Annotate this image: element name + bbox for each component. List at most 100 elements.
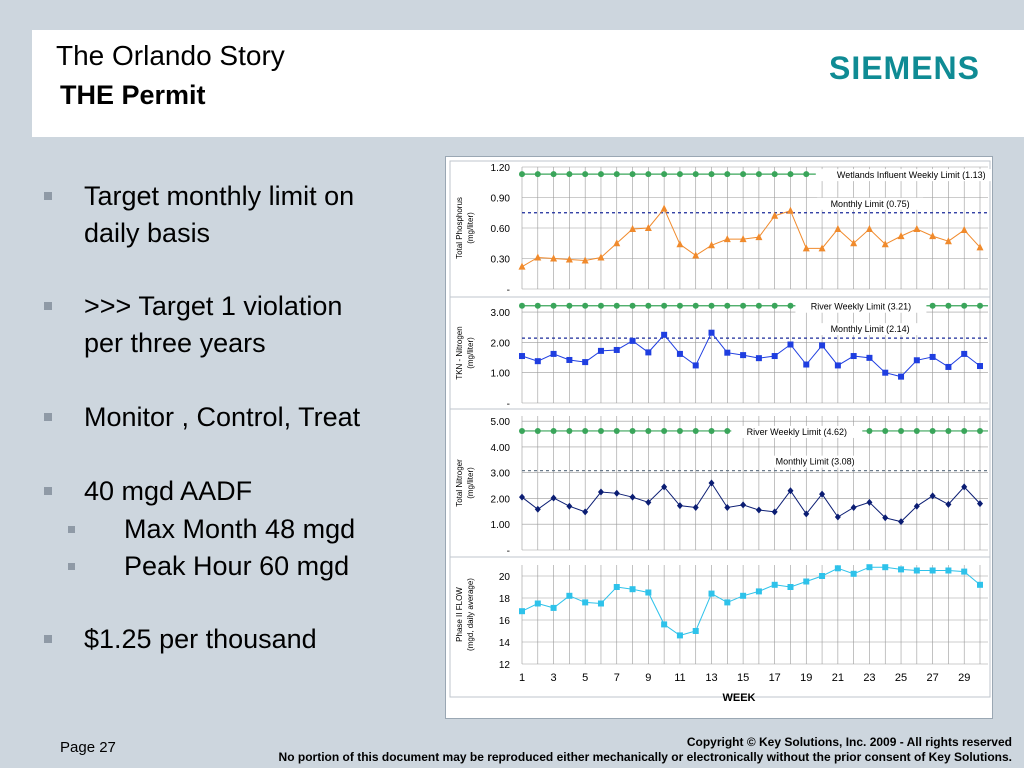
weekly-limit-point [961, 302, 968, 309]
data-point [850, 353, 857, 360]
data-point [898, 518, 905, 526]
data-point [898, 566, 905, 573]
data-point [597, 488, 604, 496]
data-point [597, 253, 605, 261]
data-point [550, 604, 557, 611]
weekly-limit-point [582, 302, 589, 309]
page-number: Page 27 [60, 739, 116, 756]
data-point [865, 225, 873, 233]
data-point [739, 235, 747, 243]
limit-label-bg [762, 455, 869, 468]
data-point [945, 363, 952, 370]
data-point [961, 483, 968, 491]
y-tick-label: 1.20 [491, 163, 511, 174]
weekly-limit-point [613, 427, 620, 434]
y-tick-label: - [507, 399, 510, 410]
data-point [960, 226, 968, 234]
weekly-limit-point [550, 302, 557, 309]
weekly-limit-point [755, 171, 762, 178]
y-tick-label: 3.00 [491, 308, 511, 319]
data-point [834, 565, 841, 572]
x-tick-label: 29 [958, 672, 970, 684]
weekly-limit-point [740, 171, 747, 178]
data-point [660, 204, 668, 212]
data-point [550, 350, 557, 357]
data-point [818, 244, 826, 252]
weekly-limit-point [613, 171, 620, 178]
data-point [787, 584, 794, 590]
data-point [661, 331, 668, 338]
weekly-limit-point [945, 427, 952, 434]
data-point [977, 581, 983, 588]
data-point [929, 567, 936, 574]
data-point [755, 355, 762, 362]
chart-svg: 1.200.900.600.30-Total Phosphorus (mg/lit… [449, 160, 992, 704]
y-tick-label: 5.00 [491, 417, 511, 428]
x-tick-label: 9 [645, 672, 651, 684]
weekly-limit-point [771, 171, 778, 178]
y-tick-label: 1.00 [491, 520, 511, 531]
x-tick-label: 21 [832, 672, 844, 684]
data-point [834, 362, 841, 369]
bullet-square-icon [44, 192, 52, 200]
bullet-square-icon [44, 302, 52, 310]
limit-label-bg [817, 197, 924, 210]
y-tick-label: 0.90 [491, 194, 511, 205]
weekly-limit-point [645, 302, 652, 309]
data-point [582, 508, 589, 516]
weekly-limit-point [645, 427, 652, 434]
data-point [755, 233, 763, 241]
chart-1: 1.20 0.90 0.60 0.30 - Total Phosphorus (mg/lit… [449, 160, 992, 298]
limit-label: Wetlands Influent Weekly Limit (1.13) [837, 170, 986, 180]
weekly-limit-point [724, 302, 731, 309]
data-point [676, 502, 683, 510]
data-point [819, 573, 826, 579]
data-point [944, 237, 952, 245]
y-tick-label: 18 [499, 594, 511, 605]
chart-4: 20 18 16 14 12 Phase II FLOW (mgd, daily avera… [449, 556, 991, 704]
data-point [977, 500, 983, 508]
data-point [882, 514, 889, 522]
data-point [708, 241, 716, 249]
weekly-limit-point [803, 171, 810, 178]
weekly-limit-point [961, 427, 968, 434]
bullet-square-icon [68, 563, 75, 570]
weekly-limit-point [866, 427, 873, 434]
weekly-limit-point [977, 427, 983, 434]
limit-label-bg [817, 323, 924, 336]
data-point [803, 578, 810, 585]
data-point [961, 568, 968, 575]
weekly-limit-point [597, 427, 604, 434]
slide-subtitle: THE Permit [60, 80, 206, 110]
data-point [834, 513, 841, 521]
bullet-square-icon [44, 413, 52, 421]
copyright-line: Copyright © Key Solutions, Inc. 2009 - A… [686, 735, 1012, 749]
data-point [613, 489, 620, 497]
weekly-limit-point [550, 427, 557, 434]
data-point [676, 350, 683, 357]
y-tick-label: 4.00 [491, 443, 511, 454]
x-tick-label: 5 [582, 672, 588, 684]
limit-label-bg [815, 169, 992, 182]
data-point [661, 483, 668, 491]
x-tick-label: 15 [737, 672, 749, 684]
x-tick-label: 13 [705, 672, 717, 684]
chart-panel: 1.20 0.90 0.60 0.30- Total Phosphorus (mg/lit… [445, 156, 993, 719]
data-point [565, 255, 573, 263]
data-point [897, 232, 905, 240]
limit-label-bg [731, 425, 863, 438]
limit-label: River Weekly Limit (3.21) [811, 302, 911, 312]
data-point [708, 590, 715, 597]
data-point [977, 363, 983, 370]
weekly-limit-point [977, 302, 983, 309]
weekly-limit-point [913, 427, 920, 434]
data-point [534, 358, 541, 365]
data-point [819, 490, 826, 498]
y-tick-label: 2.00 [491, 494, 511, 505]
x-tick-label: 7 [614, 672, 620, 684]
data-point [834, 225, 842, 233]
data-point [724, 503, 731, 511]
data-point [534, 600, 541, 607]
data-point [708, 329, 715, 336]
y-tick-label: 2.00 [491, 338, 511, 349]
